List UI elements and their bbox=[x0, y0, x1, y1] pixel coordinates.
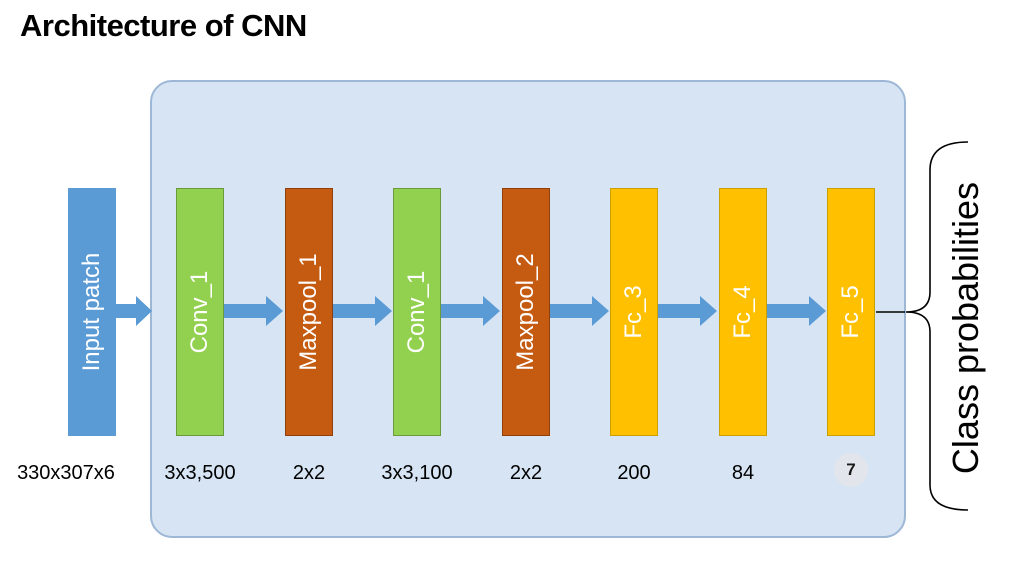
flow-arrows bbox=[116, 296, 826, 326]
layer-fc-4: Fc_4 bbox=[719, 188, 767, 436]
layer-label: Fc_5 bbox=[837, 285, 864, 339]
arrow-pool2-fc3 bbox=[550, 296, 609, 326]
fc5-dim-badge: 7 bbox=[834, 453, 868, 487]
pool2-dim-label: 2x2 bbox=[509, 462, 543, 484]
arrow-fc3-fc4 bbox=[658, 296, 717, 326]
layer-maxpool-1: Maxpool_1 bbox=[285, 188, 333, 436]
class-probabilities-label: Class probabilities bbox=[945, 181, 986, 475]
layer-label: Maxpool_1 bbox=[295, 253, 322, 371]
arrow-pool1-conv2 bbox=[333, 296, 392, 326]
arrow-input-conv1 bbox=[116, 296, 152, 326]
arrow-fc4-fc5 bbox=[767, 296, 826, 326]
conv1-dim-label: 3x3,500 bbox=[164, 462, 236, 484]
diagram-title: Architecture of CNN bbox=[20, 8, 307, 43]
layer-fc-3: Fc_3 bbox=[610, 188, 658, 436]
pool1-dim-label: 2x2 bbox=[292, 462, 326, 484]
layer-conv-1: Conv_1 bbox=[176, 188, 224, 436]
layer-maxpool-2: Maxpool_2 bbox=[502, 188, 550, 436]
arrow-conv1-pool1 bbox=[224, 296, 283, 326]
conv2-dim-label: 3x3,100 bbox=[381, 462, 453, 484]
fc4-dim-label: 84 bbox=[731, 462, 755, 484]
fc3-dim-label: 200 bbox=[617, 462, 651, 484]
layer-fc-5: Fc_5 bbox=[827, 188, 875, 436]
input-patch-block: Input patch bbox=[68, 188, 116, 436]
layer-label: Conv_1 bbox=[186, 270, 213, 354]
output-brace bbox=[905, 141, 969, 511]
input-patch-label: Input patch bbox=[78, 252, 105, 372]
input-dim-label: 330x307x6 bbox=[17, 462, 115, 484]
layer-label: Maxpool_2 bbox=[512, 253, 539, 371]
layer-label: Fc_3 bbox=[620, 285, 647, 339]
layer-conv-2: Conv_1 bbox=[393, 188, 441, 436]
layer-label: Fc_4 bbox=[729, 285, 756, 339]
layer-label: Conv_1 bbox=[403, 270, 430, 354]
arrow-conv2-pool2 bbox=[441, 296, 500, 326]
